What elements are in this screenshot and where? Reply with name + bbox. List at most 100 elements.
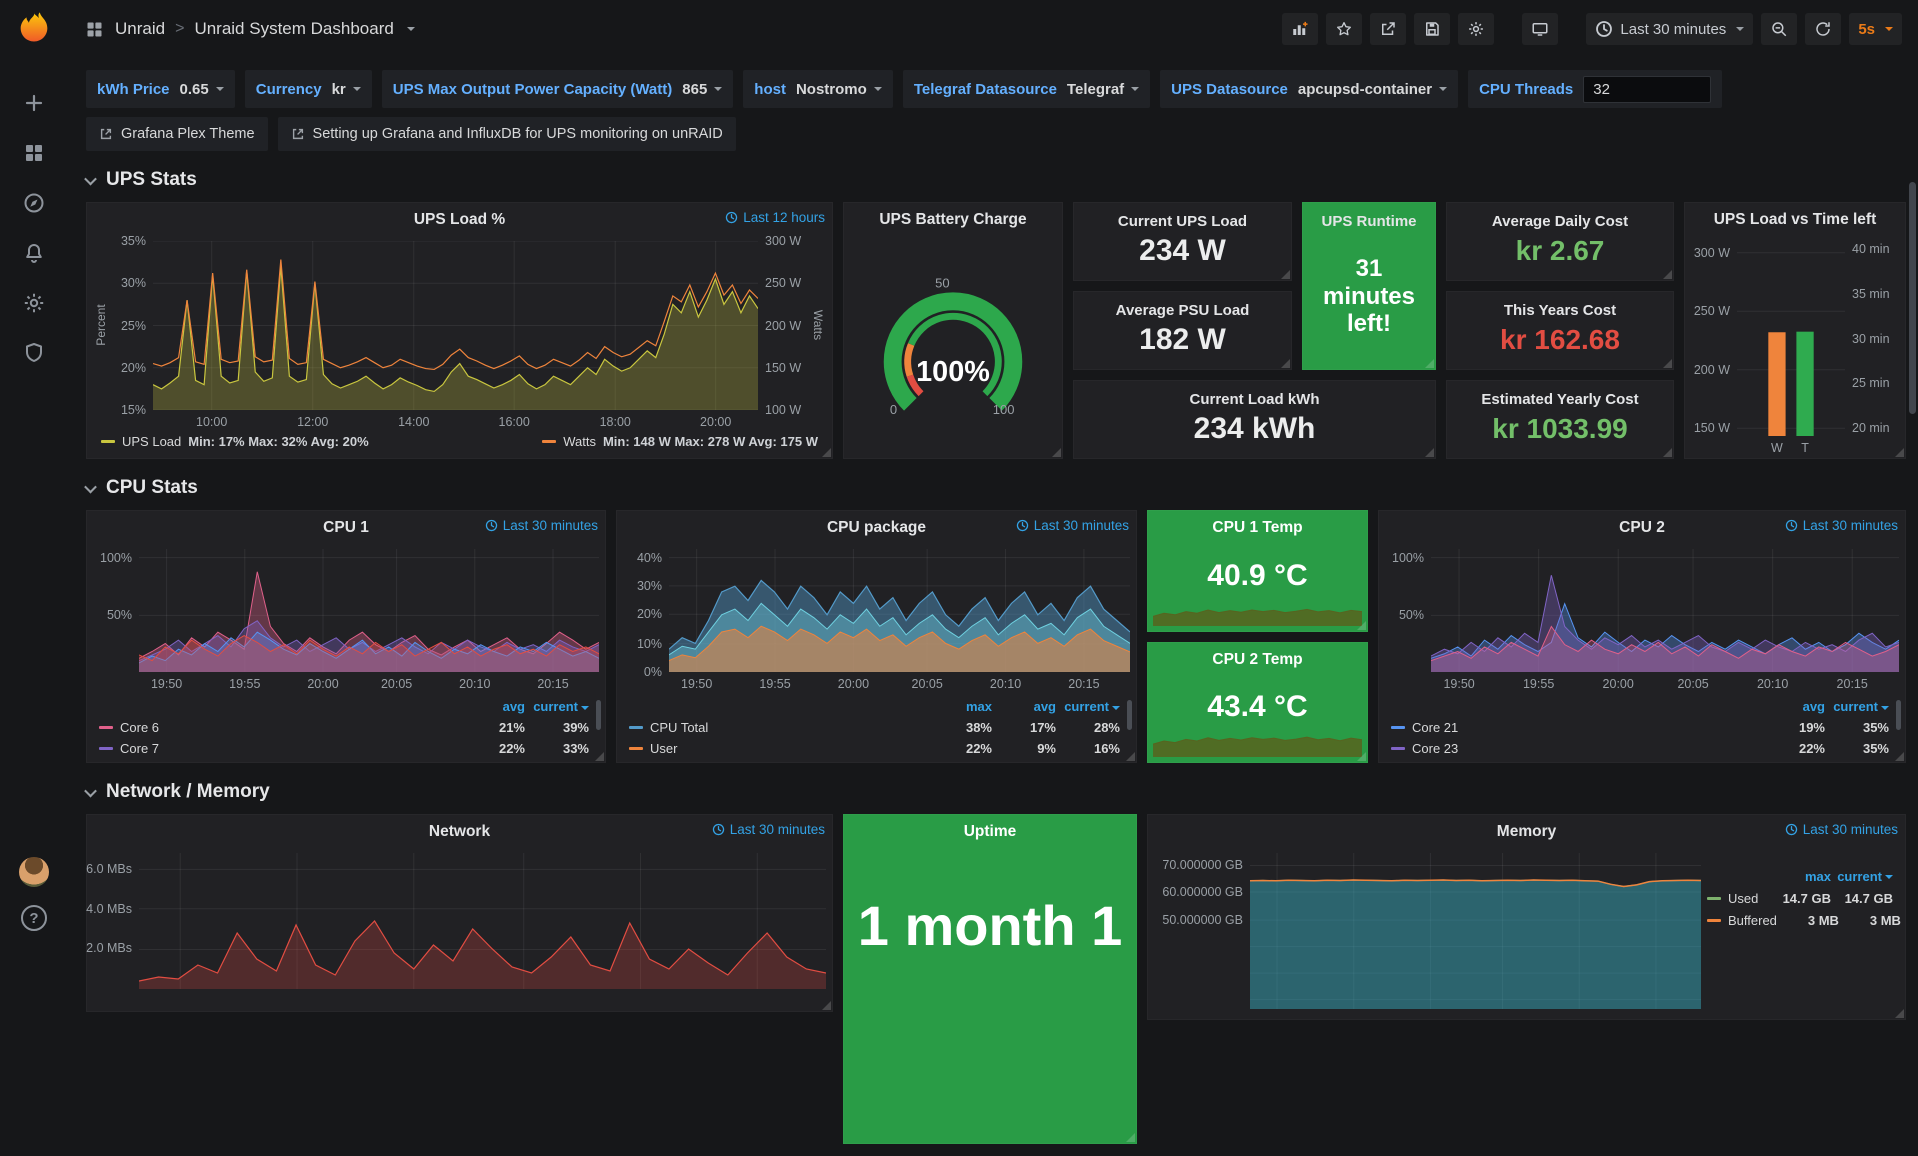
stat-title[interactable]: Average PSU Load — [1116, 302, 1250, 319]
sidebar-admin-button[interactable] — [22, 341, 46, 365]
zoom-out-button[interactable] — [1761, 13, 1797, 45]
section-cpu-stats[interactable]: CPU Stats — [86, 477, 1906, 499]
stat-title[interactable]: This Years Cost — [1504, 302, 1616, 319]
variable-ups-max-output-power-capacity-watt-[interactable]: UPS Max Output Power Capacity (Watt)865 — [382, 70, 734, 108]
legend-scrollbar[interactable] — [1896, 700, 1901, 730]
section-ups-stats[interactable]: UPS Stats — [86, 169, 1906, 191]
panel-title[interactable]: CPU 2 Temp — [1212, 651, 1302, 669]
stat-title[interactable]: Estimated Yearly Cost — [1481, 391, 1638, 408]
sidebar-dashboards-button[interactable] — [22, 141, 46, 165]
panel-title[interactable]: CPU 1 — [323, 519, 369, 537]
time-picker-button[interactable]: Last 30 minutes — [1586, 13, 1753, 45]
variable-cpu-threads[interactable]: CPU Threads — [1468, 70, 1722, 108]
y-axis-tick: 300 W — [1694, 246, 1730, 260]
variable-value[interactable]: 865 — [682, 81, 722, 98]
add-panel-button[interactable] — [1282, 13, 1318, 45]
y-axis-tick: 0% — [644, 665, 662, 679]
plot-area[interactable] — [139, 853, 826, 989]
panel-title[interactable]: CPU package — [827, 519, 926, 537]
variable-value[interactable]: 0.65 — [180, 81, 224, 98]
panel-title[interactable]: UPS Battery Charge — [879, 211, 1026, 229]
legend-sort-header[interactable]: current — [525, 699, 589, 714]
panel-title[interactable]: Memory — [1497, 823, 1556, 841]
panel-title[interactable]: Uptime — [964, 823, 1017, 841]
cycle-view-button[interactable] — [1522, 13, 1558, 45]
refresh-interval-button[interactable]: 5s — [1849, 13, 1902, 45]
share-button[interactable] — [1370, 13, 1406, 45]
dashboard-title[interactable]: Unraid System Dashboard — [194, 19, 393, 39]
panel-title[interactable]: UPS Load % — [414, 211, 505, 229]
stat-title[interactable]: Current Load kWh — [1190, 391, 1320, 408]
sidebar-alerting-button[interactable] — [22, 241, 46, 265]
variable-value[interactable]: Telegraf — [1067, 81, 1139, 98]
section-network-memory[interactable]: Network / Memory — [86, 781, 1906, 803]
stat-title[interactable]: UPS Runtime — [1321, 213, 1416, 230]
panel-title[interactable]: Network — [429, 823, 490, 841]
sidebar-explore-button[interactable] — [22, 191, 46, 215]
stat-title[interactable]: Current UPS Load — [1118, 213, 1247, 230]
panel-title[interactable]: UPS Load vs Time left — [1714, 211, 1877, 229]
breadcrumb-root[interactable]: Unraid — [115, 19, 165, 39]
legend-sort-header[interactable]: max — [928, 699, 992, 714]
panel-current-load-kwh: Current Load kWh 234 kWh — [1073, 380, 1436, 459]
sidebar-create-button[interactable] — [22, 91, 46, 115]
stat-title[interactable]: Average Daily Cost — [1492, 213, 1628, 230]
grafana-logo[interactable] — [14, 9, 54, 49]
sidebar-configuration-button[interactable] — [22, 291, 46, 315]
plot-area[interactable] — [1153, 725, 1362, 757]
page-scrollbar[interactable] — [1909, 182, 1916, 414]
legend-scrollbar[interactable] — [1127, 700, 1132, 730]
variable-input[interactable] — [1583, 76, 1711, 103]
dashboard-settings-button[interactable] — [1458, 13, 1494, 45]
panel-title[interactable]: CPU 2 — [1619, 519, 1665, 537]
plot-area[interactable] — [1153, 594, 1362, 626]
variable-value[interactable]: kr — [332, 81, 361, 98]
legend-sort-header[interactable]: avg — [1761, 699, 1825, 714]
legend-sort-header[interactable]: current — [1831, 869, 1893, 884]
plot-area[interactable] — [1250, 853, 1701, 1009]
dashboard-link[interactable]: Grafana Plex Theme — [86, 117, 268, 151]
variable-value[interactable]: apcupsd-container — [1298, 81, 1447, 98]
refresh-button[interactable] — [1805, 13, 1841, 45]
legend-sort-header[interactable]: current — [1056, 699, 1120, 714]
legend-sort-header[interactable]: current — [1825, 699, 1889, 714]
legend-sort-header[interactable]: avg — [992, 699, 1056, 714]
save-button[interactable] — [1414, 13, 1450, 45]
variable-value[interactable]: Nostromo — [796, 81, 882, 98]
legend-sort-header[interactable]: avg — [461, 699, 525, 714]
sidebar-help-button[interactable]: ? — [21, 905, 47, 931]
legend-sort-header[interactable]: max — [1769, 869, 1831, 884]
legend-scrollbar[interactable] — [596, 700, 601, 730]
favorite-button[interactable] — [1326, 13, 1362, 45]
user-avatar[interactable] — [19, 857, 49, 887]
dashboard-link[interactable]: Setting up Grafana and InfluxDB for UPS … — [278, 117, 736, 151]
panel-title[interactable]: CPU 1 Temp — [1212, 519, 1302, 537]
